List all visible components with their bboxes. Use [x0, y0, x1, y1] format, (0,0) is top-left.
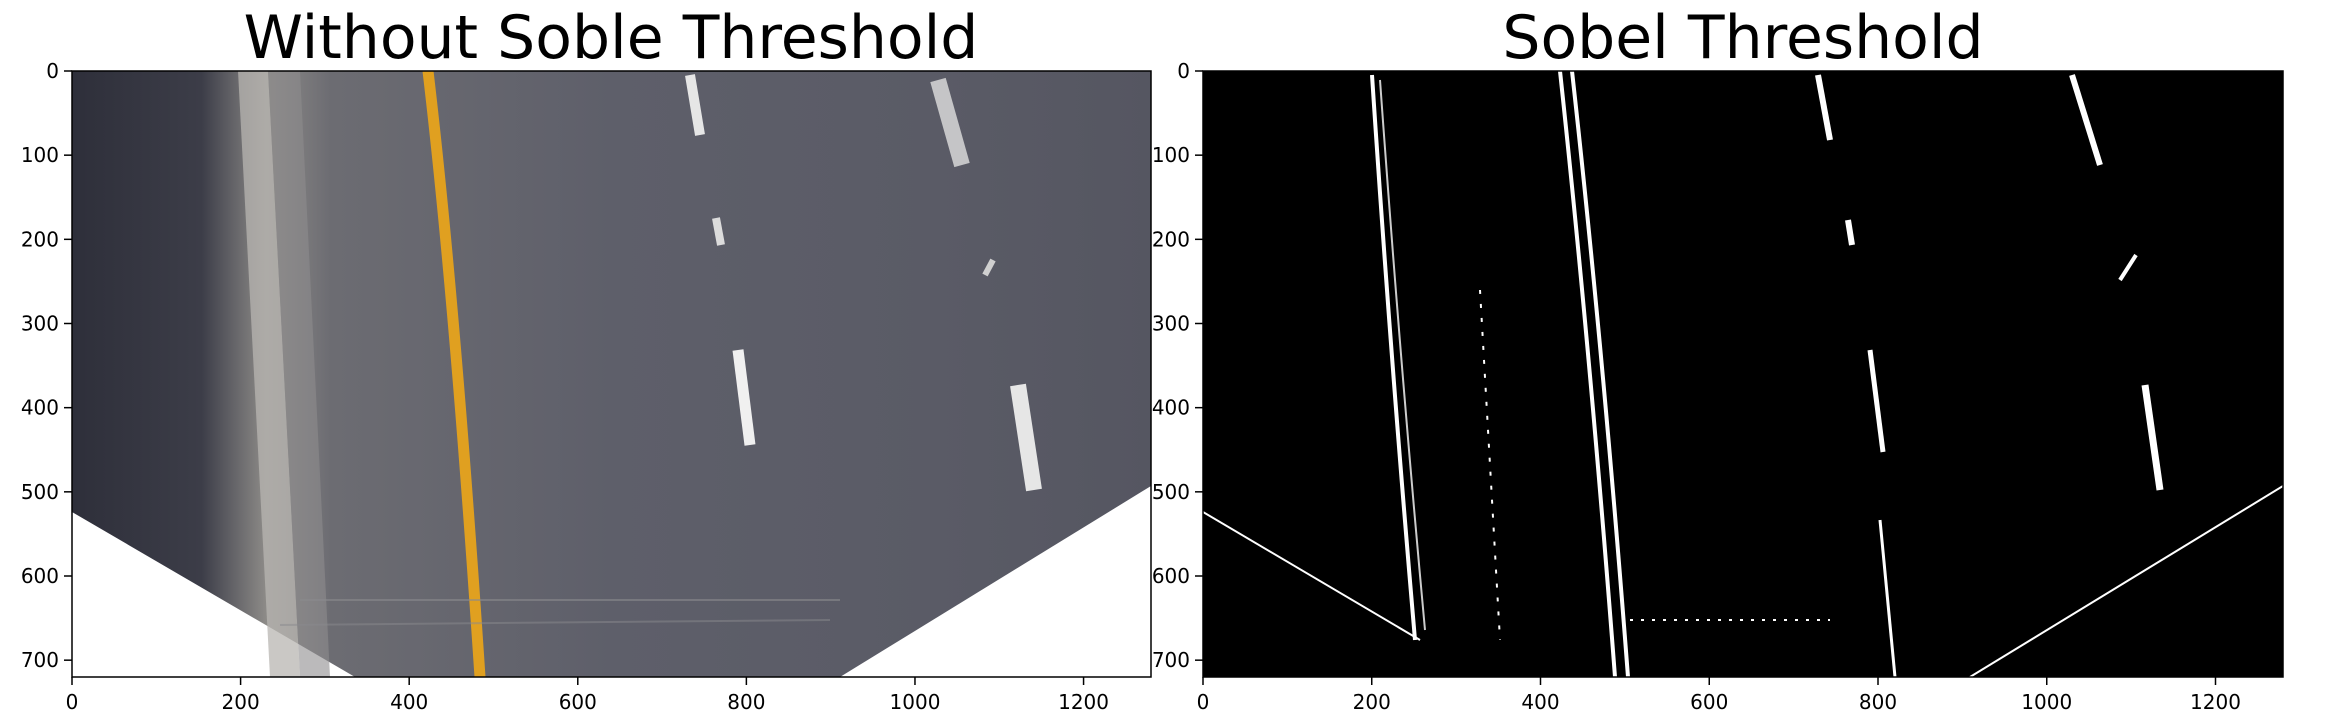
road-shoulder — [238, 71, 300, 677]
sobel-edge — [1815, 74, 1833, 141]
y-tick-label: 300 — [21, 312, 59, 336]
x-tick-label: 200 — [1353, 690, 1391, 714]
yellow-lane-line — [422, 71, 486, 677]
axes-frame — [71, 70, 1152, 678]
x-tick-label: 1000 — [890, 690, 941, 714]
y-tick-label: 700 — [21, 648, 59, 672]
x-tick-label: 600 — [1690, 690, 1728, 714]
road-crossline — [279, 619, 831, 626]
y-tick-label: 0 — [46, 59, 59, 83]
road-surface — [72, 71, 1151, 677]
chart-title: Without Soble Threshold — [244, 3, 979, 73]
sobel-edge — [2069, 74, 2103, 166]
x-axis: 0 200 400 600 800 1000 1200 — [66, 677, 1109, 714]
y-axis: 0 100 200 300 400 500 600 700 — [1152, 59, 1203, 672]
y-tick-label: 100 — [1152, 143, 1190, 167]
sobel-image — [1203, 71, 2283, 677]
sobel-edge — [1370, 74, 1417, 641]
chart-without-sobel: Without Soble Threshold 0 200 400 600 800 100… — [21, 3, 1152, 714]
y-tick-label: 300 — [1152, 312, 1190, 336]
y-tick-label: 500 — [21, 480, 59, 504]
y-tick-label: 400 — [1152, 396, 1190, 420]
y-tick-label: 200 — [21, 227, 59, 251]
sobel-edge — [1878, 519, 1897, 677]
sobel-edge — [1479, 289, 1501, 641]
y-tick-label: 500 — [1152, 480, 1190, 504]
white-lane-dash — [1010, 383, 1042, 492]
y-axis: 0 100 200 300 400 500 600 700 — [21, 59, 72, 672]
sobel-edge — [1558, 71, 1617, 677]
axes-frame — [1202, 70, 2284, 678]
white-lane-dash — [982, 258, 996, 277]
y-tick-label: 200 — [1152, 227, 1190, 251]
x-tick-label: 400 — [390, 690, 428, 714]
x-tick-label: 200 — [222, 690, 260, 714]
x-tick-label: 1200 — [1058, 690, 1109, 714]
sobel-edge — [1845, 219, 1855, 246]
x-tick-label: 0 — [1197, 690, 1210, 714]
sobel-edge — [2141, 384, 2164, 491]
sobel-edge — [1379, 79, 1426, 631]
x-tick-label: 1200 — [2190, 690, 2241, 714]
y-tick-label: 100 — [21, 143, 59, 167]
x-axis: 0 200 400 600 800 1000 1200 — [1197, 677, 2241, 714]
white-lane-dash — [712, 217, 725, 246]
x-tick-label: 400 — [1521, 690, 1559, 714]
chart-sobel-threshold: Sobel Threshold 0 200 400 600 800 1000 1200 0 1… — [1152, 3, 2284, 714]
y-tick-label: 600 — [21, 564, 59, 588]
white-lane-dash — [732, 349, 756, 446]
x-tick-label: 0 — [66, 690, 79, 714]
sobel-edge — [1570, 71, 1630, 677]
road-shoulder-inner — [268, 71, 330, 677]
white-lane-dash — [685, 74, 705, 136]
x-tick-label: 1000 — [2021, 690, 2072, 714]
y-tick-label: 400 — [21, 396, 59, 420]
x-tick-label: 800 — [727, 690, 765, 714]
y-tick-label: 0 — [1177, 59, 1190, 83]
x-tick-label: 800 — [1859, 690, 1897, 714]
sobel-background — [1203, 71, 2283, 677]
road-image — [72, 71, 1151, 677]
sobel-edge — [1867, 349, 1886, 453]
sobel-edge — [1969, 485, 2283, 677]
white-lane-dash — [930, 77, 970, 168]
chart-title: Sobel Threshold — [1502, 3, 1983, 73]
x-tick-label: 600 — [559, 690, 597, 714]
sobel-edge — [1203, 511, 1421, 641]
y-tick-label: 600 — [1152, 564, 1190, 588]
y-tick-label: 700 — [1152, 648, 1190, 672]
sobel-edge — [2118, 253, 2138, 282]
